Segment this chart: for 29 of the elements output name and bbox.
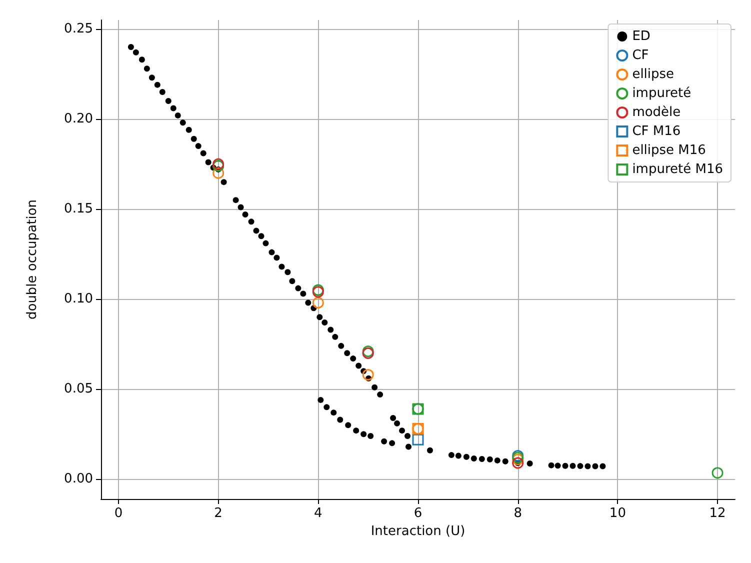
x-tick-label: 8 [514, 506, 522, 521]
x-tick-label: 10 [609, 506, 626, 521]
x-axis-title: Interaction (U) [370, 524, 466, 539]
point [362, 369, 374, 380]
legend-label: ellipse [632, 67, 674, 82]
legend-label: impureté [632, 86, 692, 101]
y-tick-label: 0.10 [64, 292, 93, 307]
x-tick-label: 6 [414, 506, 422, 521]
x-tick-label: 4 [314, 506, 322, 521]
legend-label: CF M16 [632, 124, 681, 139]
x-tick-label: 12 [709, 506, 726, 521]
x-tick-label: 0 [114, 506, 123, 521]
point [512, 457, 524, 469]
y-tick-label: 0.05 [64, 382, 93, 397]
y-tick-label: 0.20 [64, 112, 93, 127]
point [212, 167, 224, 179]
x-tick-label: 2 [214, 506, 222, 521]
legend-label: impureté M16 [632, 162, 724, 177]
point [412, 434, 424, 446]
point [712, 467, 724, 479]
point [312, 296, 324, 308]
y-tick-label: 0.25 [64, 22, 93, 37]
y-axis-title: double occupation [25, 199, 40, 320]
legend-label: ellipse M16 [632, 143, 706, 158]
legend-label: ED [632, 29, 650, 44]
legend-label: modèle [632, 105, 681, 120]
y-tick-label: 0.00 [64, 472, 93, 487]
y-tick-label: 0.15 [64, 202, 93, 217]
legend-label: CF [632, 48, 649, 63]
